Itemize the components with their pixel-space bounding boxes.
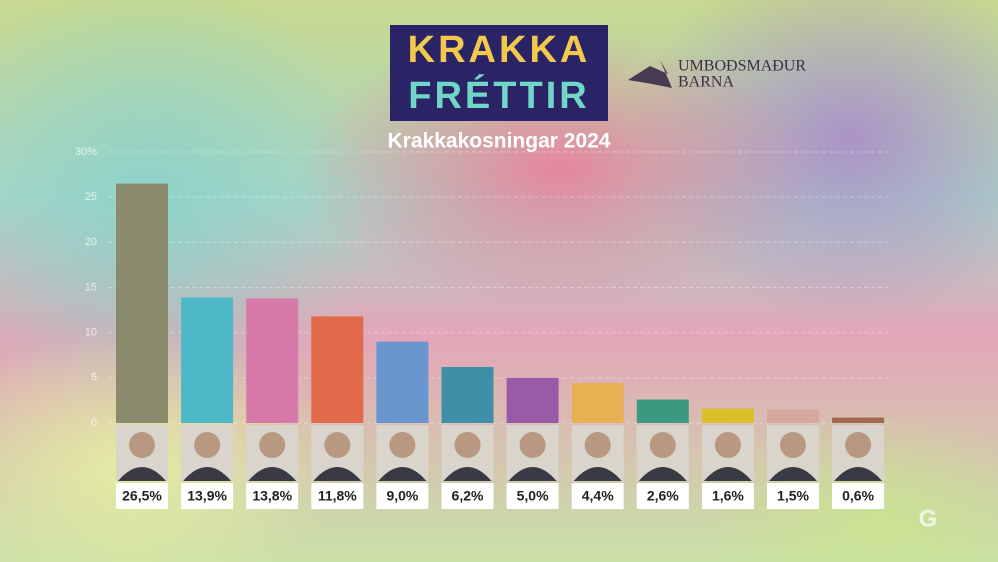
bar [506, 377, 559, 423]
logo-box [390, 25, 608, 121]
value-label: 13,9% [187, 488, 227, 504]
value-label: 1,6% [712, 488, 744, 504]
portrait-head [780, 432, 806, 458]
value-label-box [506, 483, 559, 509]
portrait-body [573, 467, 622, 481]
logo-text: KRAKKA [408, 29, 591, 71]
value-label-box [311, 483, 364, 509]
value-label-box [571, 483, 624, 509]
bar [376, 341, 429, 423]
value-label-box [441, 483, 494, 509]
portrait-body [703, 467, 752, 481]
value-label-box [767, 483, 819, 509]
portrait-head [714, 432, 741, 458]
portrait-body [313, 467, 362, 481]
portrait-head [845, 432, 872, 458]
y-tick-label: 0 [91, 417, 97, 429]
y-tick-label: 25 [85, 191, 97, 203]
portrait-head [389, 432, 416, 458]
portrait-body [378, 467, 427, 481]
chart-title: Krakkakosningar 2024 [388, 130, 611, 153]
value-label: 11,8% [318, 488, 357, 504]
portrait-body [118, 467, 166, 481]
value-label-box [701, 483, 754, 509]
bar [571, 383, 624, 423]
y-tick-label: 30% [75, 146, 97, 158]
portrait-body [769, 467, 817, 481]
portrait-body [508, 467, 557, 481]
bar [636, 399, 689, 423]
value-label-box [246, 483, 299, 509]
portrait-body [638, 467, 687, 481]
bar [701, 408, 754, 423]
bar [246, 298, 299, 423]
portrait-body [248, 467, 297, 481]
value-label: 4,4% [582, 488, 614, 504]
bar [311, 316, 364, 423]
portrait-head [584, 432, 611, 458]
y-tick-label: 5 [91, 372, 97, 384]
portrait-head [129, 432, 155, 458]
value-label: 13,8% [252, 488, 292, 504]
portrait-head [454, 432, 481, 458]
value-label-box [181, 483, 234, 509]
y-tick-label: 20 [85, 236, 97, 248]
portrait-head [649, 432, 676, 458]
value-label-box [376, 483, 429, 509]
portrait-head [324, 432, 351, 458]
value-label-box [116, 483, 168, 509]
value-label: 2,6% [647, 488, 679, 504]
portrait-body [443, 467, 492, 481]
portrait-head [259, 432, 286, 458]
portrait-body [183, 467, 232, 481]
partner-text: BARNA [678, 74, 734, 91]
value-label: 0,6% [842, 488, 874, 504]
value-label: 1,5% [777, 488, 809, 504]
logo-text: FRÉTTIR [408, 73, 589, 117]
value-label-box [832, 483, 885, 509]
bar [767, 409, 819, 423]
value-label: 9,0% [386, 488, 418, 504]
value-label: 26,5% [122, 488, 162, 504]
bar [181, 297, 234, 423]
bar [832, 417, 885, 423]
partner-text: UMBOÐSMAÐUR [678, 58, 806, 75]
watermark: G [919, 505, 938, 532]
y-tick-label: 10 [85, 327, 97, 339]
partner-icon [628, 60, 672, 88]
value-label-box [636, 483, 689, 509]
portrait-head [194, 432, 221, 458]
value-label: 5,0% [517, 488, 549, 504]
bar [441, 366, 494, 423]
bar [116, 183, 168, 423]
value-label: 6,2% [452, 488, 484, 504]
portrait-body [834, 467, 883, 481]
y-tick-label: 15 [85, 281, 97, 293]
portrait-head [519, 432, 546, 458]
